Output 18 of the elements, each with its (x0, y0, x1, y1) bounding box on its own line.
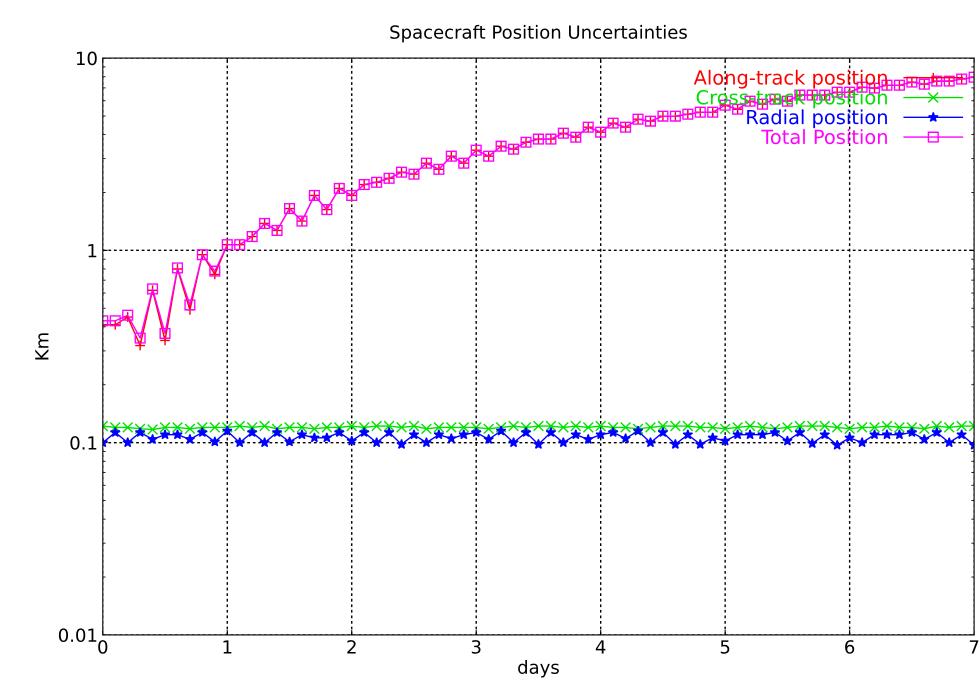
y-axis-title: Km (35, 333, 48, 360)
x-tick-label: 4 (596, 640, 606, 654)
legend-label: Radial position (747, 109, 887, 128)
chart-title: Spacecraft Position Uncertainties (390, 24, 687, 42)
x-axis-title: days (518, 660, 559, 678)
x-tick-label: 3 (472, 640, 481, 654)
x-tick-label: 1 (224, 640, 232, 654)
x-tick-label: 0 (98, 640, 108, 654)
y-tick-label: 0.01 (58, 628, 96, 642)
y-tick-label: 10 (76, 52, 97, 66)
y-tick-label: 1 (88, 244, 96, 258)
y-tick-label: 0.1 (70, 436, 96, 450)
x-tick-label: 7 (970, 640, 978, 654)
legend-label: Along-track position (694, 70, 887, 89)
x-tick-label: 6 (845, 640, 854, 654)
legend-label: Total Position (761, 129, 887, 144)
x-tick-label: 2 (347, 640, 356, 654)
x-tick-label: 5 (720, 640, 730, 654)
